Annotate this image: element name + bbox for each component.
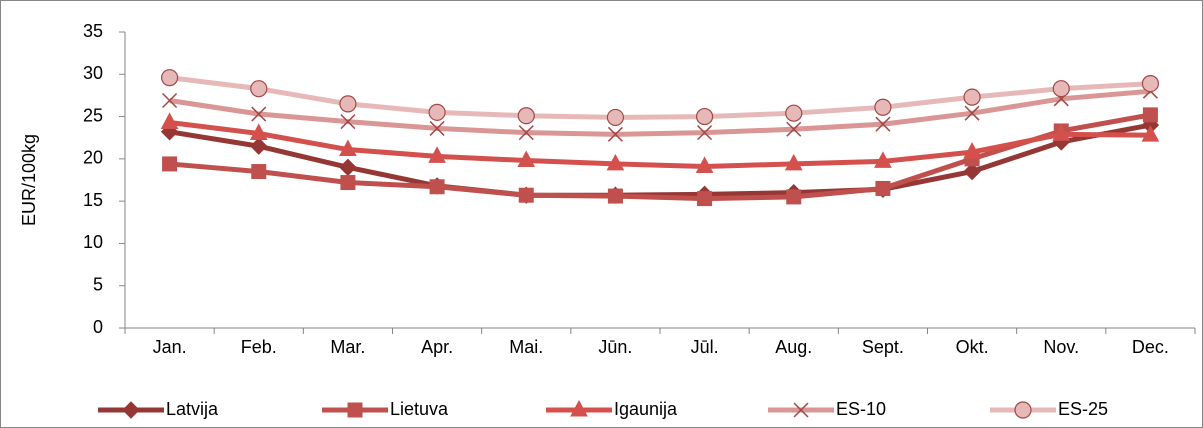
y-tick-label: 5 [93,274,103,294]
y-tick-label: 35 [83,21,103,41]
marker [518,187,534,203]
marker [784,153,803,171]
marker [517,107,535,125]
x-tick-label: Jūl. [691,337,719,357]
marker [162,92,178,109]
marker [517,150,536,168]
marker [429,120,445,136]
marker [964,105,980,121]
marker [428,103,446,121]
marker [339,158,357,177]
marker [875,116,891,132]
marker [786,121,802,137]
y-tick-label: 0 [93,317,103,337]
marker [249,123,268,140]
marker [428,146,446,163]
marker [340,114,356,130]
marker [695,107,714,126]
marker [1141,74,1160,93]
x-tick-label: Jan. [153,337,187,357]
marker [606,153,625,171]
marker [963,162,981,181]
marker [1052,80,1070,98]
marker [339,139,357,157]
marker [251,164,267,180]
marker [785,104,803,122]
y-tick-label: 30 [83,63,103,83]
marker [697,191,713,207]
marker [251,106,267,122]
marker [1052,124,1071,141]
marker [250,137,268,155]
marker [347,402,363,418]
marker [697,125,713,141]
marker [875,180,891,196]
x-tick-label: Jūn. [598,337,632,357]
marker [1141,125,1160,142]
x-tick-label: Sept. [862,337,904,357]
marker [963,142,981,159]
marker [162,156,178,172]
legend-label: Igaunija [614,399,678,419]
marker [1142,107,1158,123]
x-tick-label: Nov. [1043,337,1079,357]
x-tick-label: Okt. [956,337,989,357]
marker [695,156,714,173]
legend-label: Latvija [166,399,219,419]
marker [160,112,179,129]
marker [874,98,892,116]
marker [429,179,445,195]
y-tick-label: 15 [83,190,103,210]
legend-label: Lietuva [390,399,449,419]
x-tick-label: Mai. [509,337,543,357]
x-tick-label: Mar. [330,337,365,357]
marker [122,401,140,419]
legend-label: ES-25 [1058,399,1108,419]
marker [607,126,623,142]
y-tick-label: 10 [83,232,103,252]
x-tick-label: Aug. [775,337,812,357]
marker [160,69,179,87]
x-tick-label: Apr. [421,337,453,357]
marker [250,80,268,98]
marker [607,188,623,204]
series-line [169,122,1151,198]
marker [786,189,802,205]
y-axis-label: EUR/100kg [19,134,39,226]
y-tick-label: 25 [83,105,103,125]
x-tick-label: Dec. [1132,337,1169,357]
series-line [169,75,1151,120]
y-tick-label: 20 [83,148,103,168]
legend-label: ES-10 [836,399,886,419]
marker [570,399,588,417]
marker [874,151,892,168]
marker [339,95,357,113]
marker [793,402,809,418]
series-line [169,112,1151,202]
x-tick-label: Feb. [241,337,277,357]
marker [518,125,534,141]
series-line [169,88,1151,137]
marker [1014,401,1032,419]
marker [963,88,981,106]
series-line [169,120,1151,169]
marker [606,108,625,127]
marker [340,175,356,191]
